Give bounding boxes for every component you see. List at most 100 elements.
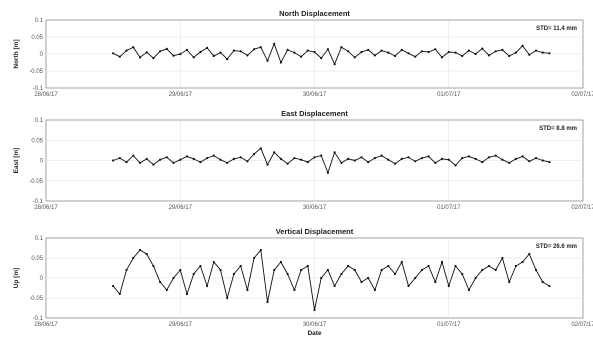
data-point [474, 52, 477, 56]
data-point [400, 48, 403, 52]
y-tick-label: 0 [40, 52, 44, 58]
data-point [494, 154, 497, 157]
data-point [521, 44, 524, 47]
data-point [360, 50, 363, 54]
data-point [447, 284, 450, 288]
y-tick-label: 0.1 [35, 18, 44, 24]
data-point [414, 55, 417, 58]
data-point [279, 61, 282, 64]
data-point [165, 156, 168, 159]
data-point [152, 264, 155, 268]
data-point [461, 54, 464, 58]
data-point [112, 284, 115, 288]
data-point [152, 163, 155, 166]
data-point [185, 155, 189, 158]
data-point [179, 268, 182, 272]
y-tick-label: -0.1 [33, 199, 44, 205]
data-point [420, 268, 423, 272]
data-point [508, 161, 511, 164]
data-point [333, 284, 336, 288]
data-point [145, 51, 148, 54]
x-tick-label: 29/06/17 [169, 205, 193, 211]
data-point [367, 161, 370, 164]
panel-title: North Displacement [279, 9, 350, 18]
y-tick-label: 0 [40, 159, 44, 165]
data-point [246, 160, 249, 163]
data-point [219, 158, 222, 161]
data-point [326, 171, 329, 174]
data-point [521, 155, 524, 158]
data-point [360, 280, 363, 284]
data-point [474, 276, 477, 280]
data-point [192, 56, 195, 59]
data-point [266, 59, 269, 62]
data-point [138, 248, 142, 252]
data-point [333, 63, 336, 66]
data-point [427, 50, 430, 54]
data-point [541, 159, 544, 162]
data-point [159, 158, 162, 161]
data-point [192, 157, 195, 160]
x-tick-label: 02/07/17 [571, 322, 593, 328]
data-point [239, 50, 242, 53]
x-tick-label: 01/07/17 [437, 205, 461, 211]
data-point [132, 46, 135, 49]
data-point [259, 46, 262, 49]
data-point [548, 52, 551, 55]
data-point [320, 57, 323, 60]
panel-title: East Displacement [281, 109, 348, 118]
data-point [206, 284, 209, 288]
data-point [414, 160, 417, 163]
data-point [481, 161, 484, 164]
data-point [232, 49, 235, 52]
data-point [394, 54, 397, 58]
data-point [434, 48, 437, 51]
data-point [246, 54, 249, 57]
data-point [494, 50, 497, 53]
data-point [467, 49, 470, 52]
data-point [440, 157, 444, 160]
data-point [286, 162, 289, 165]
data-point [172, 276, 175, 280]
data-point [273, 151, 276, 154]
y-axis-label: East [m] [13, 148, 20, 174]
data-point [347, 157, 350, 160]
series-line [112, 147, 550, 175]
x-tick-label: 30/06/17 [303, 92, 327, 98]
data-point [286, 48, 289, 52]
data-point [487, 156, 491, 159]
data-point [481, 47, 484, 50]
data-point [185, 292, 189, 296]
data-point [400, 260, 403, 264]
data-point [226, 161, 229, 164]
data-point [373, 288, 376, 292]
data-point [145, 252, 148, 256]
data-point [514, 51, 518, 54]
data-point [420, 157, 423, 160]
vertical-displacement-panel: 0.1 0.05 0 -0.05 -0.128/06/17 29/06/17 30/06/1… [13, 227, 593, 337]
x-tick-label: 29/06/17 [169, 322, 193, 328]
data-point [199, 264, 202, 268]
data-point [447, 50, 450, 54]
data-point [467, 155, 470, 158]
data-point [387, 158, 390, 161]
x-axis-label: Date [307, 330, 321, 337]
data-point [434, 280, 437, 284]
data-point [112, 52, 115, 55]
data-point [172, 54, 175, 57]
series-line [112, 248, 550, 311]
data-point [467, 288, 470, 292]
data-point [212, 260, 215, 264]
data-point [253, 48, 256, 51]
data-point [548, 284, 551, 288]
data-point [394, 162, 397, 165]
data-point [407, 52, 410, 55]
data-point [528, 252, 531, 256]
y-tick-label: -0.1 [33, 86, 44, 92]
data-point [125, 49, 128, 52]
series-line [112, 42, 550, 66]
data-point [246, 288, 249, 292]
y-tick-label: -0.05 [29, 179, 43, 185]
data-point [367, 48, 370, 52]
data-point [534, 268, 538, 272]
